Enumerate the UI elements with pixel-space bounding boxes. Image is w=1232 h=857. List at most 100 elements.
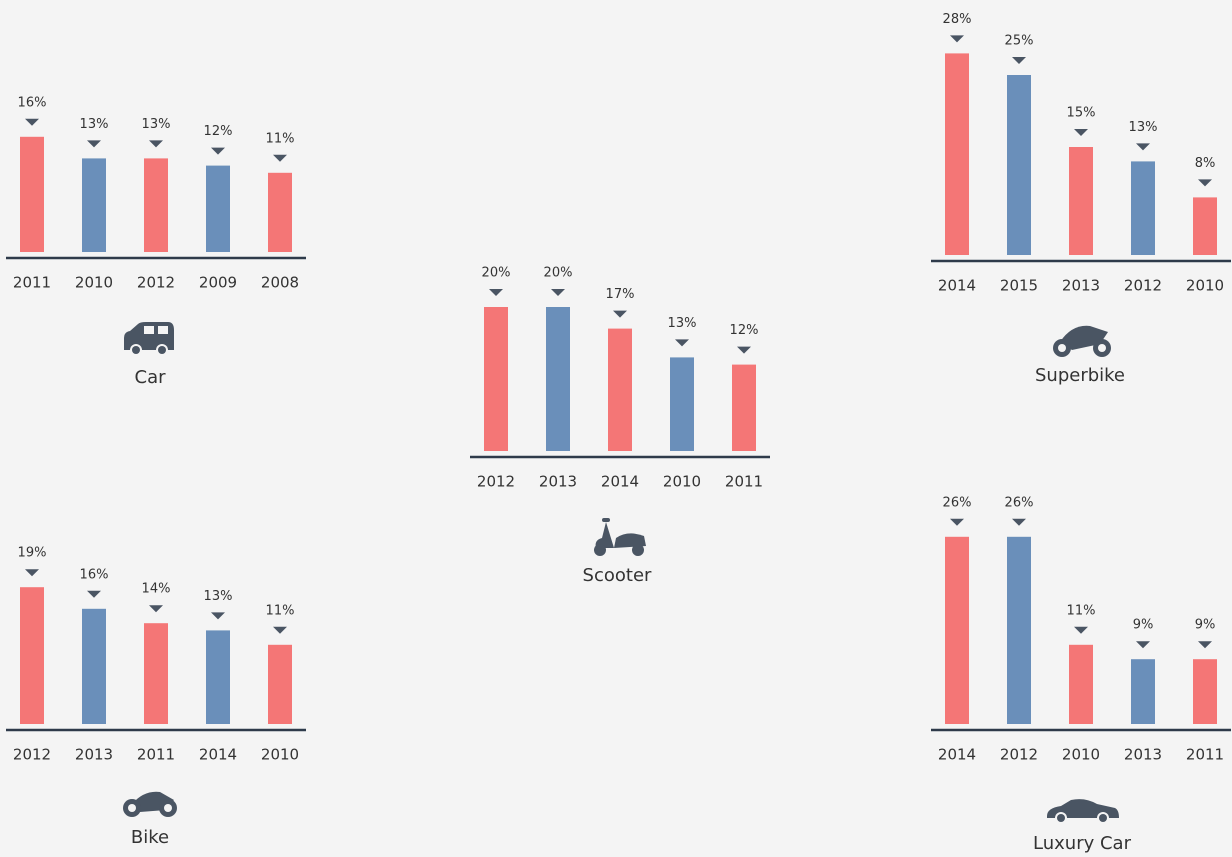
value-label: 16% [18, 95, 47, 110]
marker [1198, 641, 1212, 649]
bar [945, 53, 969, 256]
category-label: 2012 [1124, 277, 1162, 295]
bar [546, 307, 570, 451]
value-label: 25% [1005, 34, 1034, 49]
bike-icon [123, 791, 177, 817]
bar [82, 608, 106, 724]
chart-title: Bike [131, 827, 169, 848]
marker [149, 140, 163, 148]
marker [273, 626, 287, 634]
marker [1136, 143, 1150, 151]
value-label: 13% [204, 589, 233, 604]
value-label: 26% [1005, 495, 1034, 510]
bar [484, 307, 508, 451]
category-label: 2011 [725, 473, 763, 491]
chart-title: Superbike [1035, 365, 1125, 386]
marker [87, 140, 101, 148]
car-icon [124, 322, 174, 356]
bar [20, 136, 44, 252]
category-label: 2014 [601, 473, 639, 491]
marker [25, 118, 39, 126]
marker [1074, 129, 1088, 136]
category-label: 2014 [938, 746, 976, 764]
bar [1069, 644, 1093, 724]
luxury-car-icon [1047, 799, 1119, 824]
value-label: 12% [730, 323, 759, 338]
bar [1131, 161, 1155, 255]
bar [82, 158, 106, 252]
marker [950, 35, 964, 43]
marker [149, 605, 163, 613]
bar [1007, 75, 1031, 255]
marker [25, 569, 39, 577]
category-label: 2010 [1186, 277, 1224, 295]
category-label: 2008 [261, 274, 299, 292]
chart-title: Luxury Car [1033, 833, 1132, 854]
marker [950, 518, 964, 526]
marker [613, 310, 627, 318]
value-label: 8% [1195, 156, 1216, 171]
value-label: 9% [1195, 618, 1216, 633]
category-label: 2013 [75, 746, 113, 764]
value-label: 13% [142, 117, 171, 132]
value-label: 26% [943, 495, 972, 510]
value-label: 13% [80, 117, 109, 132]
bar [268, 172, 292, 252]
category-label: 2011 [137, 746, 175, 764]
bar [1131, 659, 1155, 724]
marker [1012, 518, 1026, 526]
category-label: 2012 [13, 746, 51, 764]
category-label: 2010 [663, 473, 701, 491]
value-label: 9% [1133, 618, 1154, 633]
value-label: 28% [943, 12, 972, 27]
bar [1193, 659, 1217, 724]
value-label: 13% [668, 316, 697, 331]
category-label: 2013 [1062, 277, 1100, 295]
bar [144, 158, 168, 252]
chart-title: Car [135, 367, 167, 388]
category-label: 2013 [539, 473, 577, 491]
marker [1012, 57, 1026, 64]
value-label: 13% [1129, 120, 1158, 135]
category-label: 2014 [199, 746, 237, 764]
value-label: 20% [544, 266, 573, 281]
category-label: 2014 [938, 277, 976, 295]
marker [211, 147, 225, 155]
value-label: 14% [142, 582, 171, 597]
value-label: 16% [80, 567, 109, 582]
value-label: 11% [1067, 603, 1096, 618]
bar [206, 630, 230, 724]
category-label: 2012 [477, 473, 515, 491]
category-label: 2009 [199, 274, 237, 292]
value-label: 17% [606, 287, 635, 302]
category-label: 2011 [1186, 746, 1224, 764]
marker [489, 289, 503, 296]
chart-title: Scooter [583, 565, 652, 586]
bar [268, 644, 292, 724]
marker [87, 590, 101, 598]
marker [1198, 179, 1212, 187]
bar [608, 328, 632, 451]
value-label: 19% [18, 546, 47, 561]
bar [1007, 536, 1031, 724]
category-label: 2013 [1124, 746, 1162, 764]
bar [1069, 147, 1093, 255]
category-label: 2012 [1000, 746, 1038, 764]
value-label: 11% [266, 603, 295, 618]
value-label: 15% [1067, 106, 1096, 121]
category-label: 2015 [1000, 277, 1038, 295]
bar [20, 587, 44, 724]
category-label: 2010 [261, 746, 299, 764]
bar [1193, 197, 1217, 255]
category-label: 2010 [1062, 746, 1100, 764]
superbike-icon [1053, 325, 1111, 357]
marker [737, 346, 751, 354]
value-label: 20% [482, 266, 511, 281]
bar [206, 165, 230, 252]
marker [211, 612, 225, 620]
bar [732, 364, 756, 451]
value-label: 12% [204, 124, 233, 139]
marker [1136, 641, 1150, 649]
scooter-icon [594, 518, 646, 556]
bar [945, 536, 969, 724]
